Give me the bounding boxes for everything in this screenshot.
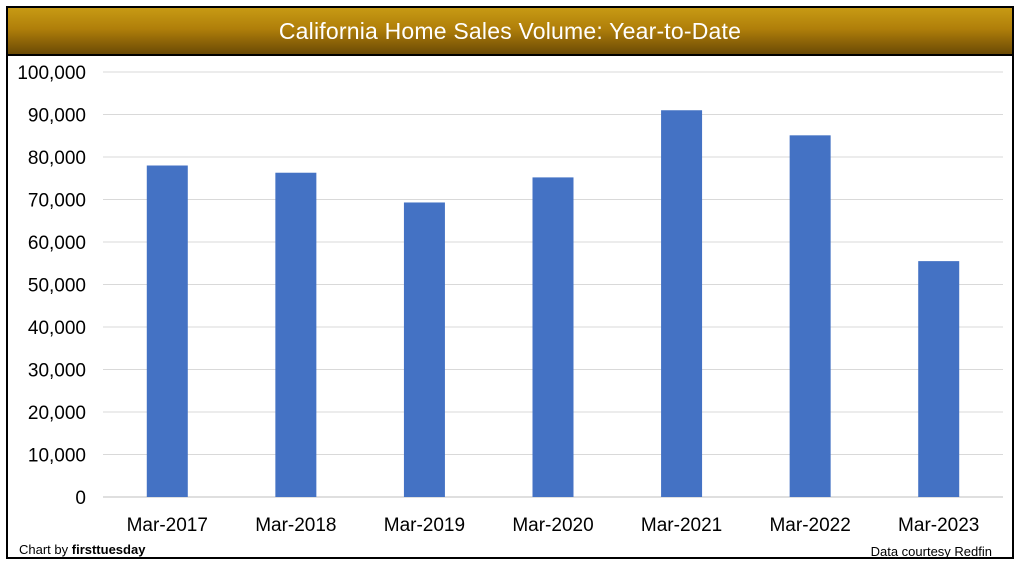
data-source-credit: Data courtesy Redfin xyxy=(870,544,992,559)
chart-credit: Chart by firsttuesday xyxy=(19,542,145,557)
y-tick-label: 50,000 xyxy=(28,276,86,297)
x-axis-ticks: Mar-2017 Mar-2018 Mar-2019 Mar-2020 Mar-2021… xyxy=(127,515,980,536)
x-tick-label: Mar-2022 xyxy=(769,515,850,536)
y-axis-ticks: 0 10,000 20,000 30,000 40,000 50,000 60,000 70,… xyxy=(17,63,86,509)
chart-credit-brand: firsttuesday xyxy=(71,542,146,557)
x-tick-label: Mar-2020 xyxy=(512,515,593,536)
chart-title: California Home Sales Volume: Year-to-Da… xyxy=(278,17,742,44)
title-bar: California Home Sales Volume: Year-to-Da… xyxy=(8,8,1012,56)
y-tick-label: 30,000 xyxy=(28,361,86,382)
y-tick-label: 60,000 xyxy=(28,233,86,254)
x-tick-label: Mar-2021 xyxy=(641,515,722,536)
bar xyxy=(146,165,188,497)
y-tick-label: 100,000 xyxy=(17,63,86,84)
bar xyxy=(918,261,960,497)
y-tick-label: 90,000 xyxy=(28,106,86,127)
y-tick-label: 80,000 xyxy=(28,148,86,169)
chart-credit-prefix: Chart by xyxy=(19,542,72,557)
y-tick-label: 0 xyxy=(75,488,86,509)
y-tick-label: 10,000 xyxy=(28,446,86,467)
bar xyxy=(789,135,831,497)
x-tick-label: Mar-2018 xyxy=(255,515,336,536)
bar xyxy=(403,202,445,497)
bar xyxy=(532,177,574,497)
x-tick-label: Mar-2017 xyxy=(127,515,208,536)
bar xyxy=(275,172,317,497)
x-tick-label: Mar-2019 xyxy=(384,515,465,536)
bars xyxy=(146,110,960,497)
y-tick-label: 20,000 xyxy=(28,403,86,424)
x-tick-label: Mar-2023 xyxy=(898,515,979,536)
bar xyxy=(661,110,703,497)
y-tick-label: 70,000 xyxy=(28,191,86,212)
y-tick-label: 40,000 xyxy=(28,318,86,339)
